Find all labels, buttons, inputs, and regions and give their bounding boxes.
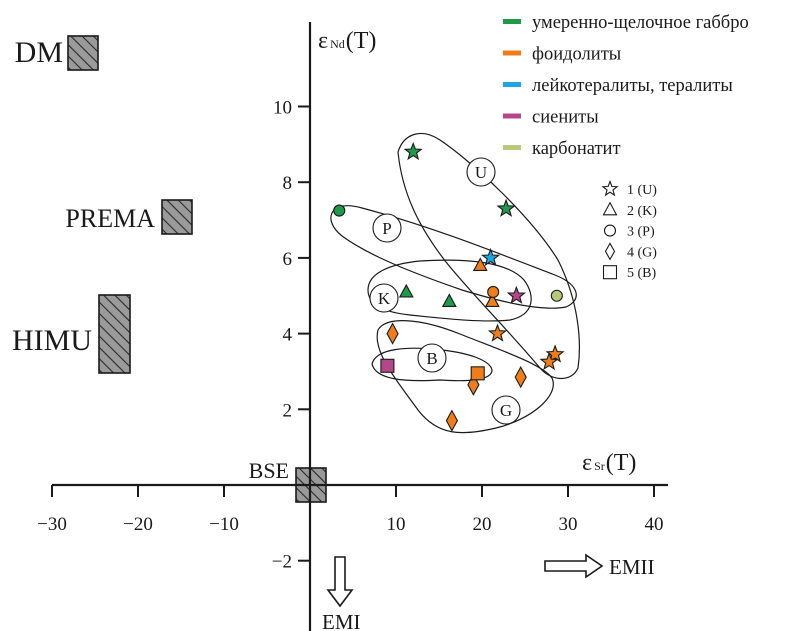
x-axis-label: ε Sr(T) xyxy=(582,450,636,476)
legend-shape-star xyxy=(601,179,619,197)
y-tick-label: 4 xyxy=(283,325,293,346)
legend-shape-triangle xyxy=(602,201,618,216)
group-k-label: K xyxy=(378,289,391,308)
prema-box xyxy=(161,199,193,235)
y-axis-label-symbol: ε xyxy=(318,28,328,54)
group-k-circle xyxy=(369,283,399,313)
data-points xyxy=(333,141,565,432)
legend-shape-label: 4 (G) xyxy=(627,245,657,260)
himu-box xyxy=(98,294,131,374)
triangle-point xyxy=(484,293,500,307)
group-outlines: U P K B G xyxy=(330,132,580,434)
group-g-outline xyxy=(376,320,554,434)
star-point xyxy=(496,198,516,217)
legend-color-swatch xyxy=(503,82,521,87)
y-tick-label: 8 xyxy=(283,173,293,194)
legend-color-swatch xyxy=(503,19,521,24)
circle-point xyxy=(487,285,500,299)
legend-color-swatch xyxy=(503,113,521,119)
triangle-point xyxy=(472,257,488,272)
legend-shape-square xyxy=(602,265,618,280)
group-p-outline xyxy=(330,205,577,309)
prema-label: PREMA xyxy=(65,204,155,233)
x-tick-label: 40 xyxy=(645,514,664,535)
x-axis-label-sub: Sr xyxy=(594,459,605,473)
legend-color-label: лейкотералиты, тералиты xyxy=(532,76,733,96)
star-point xyxy=(545,344,565,363)
group-p-label: P xyxy=(382,219,391,238)
x-axis-label-symbol: ε xyxy=(582,450,592,476)
group-b-label: B xyxy=(426,349,437,368)
group-g-circle xyxy=(491,395,521,425)
y-axis-label: ε Nd(T) xyxy=(318,28,376,54)
diamond-point xyxy=(445,409,459,432)
x-tick-label: 20 xyxy=(473,514,492,535)
x-axis-label-arg: (T) xyxy=(606,450,637,476)
triangle-point xyxy=(441,293,457,307)
star-point xyxy=(487,323,508,342)
dm-box xyxy=(67,35,99,71)
legend-color-label: фоидолиты xyxy=(532,45,621,65)
legend-shape-label: 5 (B) xyxy=(627,266,657,281)
group-b-outline xyxy=(371,347,493,382)
diamond-point xyxy=(514,365,527,389)
star-point xyxy=(506,285,526,304)
dm-label: DM xyxy=(15,36,63,69)
enrichment-arrows: EMI EMII xyxy=(322,553,655,631)
legend-color-label: сиениты xyxy=(532,108,599,128)
star-point xyxy=(481,247,501,267)
square-point xyxy=(470,366,485,381)
legend-color-label: карбонатит xyxy=(532,139,621,159)
y-axis-label-sub: Nd xyxy=(330,37,345,51)
group-u-label: U xyxy=(475,163,487,182)
diamond-point xyxy=(386,322,399,345)
emi-label: EMI xyxy=(322,610,361,631)
emii-label: EMII xyxy=(609,555,655,579)
legend-shape-label: 1 (U) xyxy=(627,183,657,198)
x-tick-label: −10 xyxy=(209,514,239,535)
himu-label: HIMU xyxy=(12,324,92,357)
legend-shape-label: 2 (K) xyxy=(627,204,657,219)
y-tick-label: 10 xyxy=(273,98,292,119)
group-k-outline xyxy=(367,259,532,322)
emi-arrow xyxy=(326,556,354,608)
legend-shape-label: 3 (P) xyxy=(627,225,655,240)
circle-point xyxy=(333,204,346,217)
square-point xyxy=(380,358,395,373)
bse-label: BSE xyxy=(249,458,289,483)
legend-color-swatch xyxy=(503,145,521,150)
group-g-label: G xyxy=(500,401,512,420)
y-tick-label: 2 xyxy=(283,400,293,421)
x-tick-label: −30 xyxy=(37,514,67,535)
y-tick-label: −2 xyxy=(272,552,292,573)
group-p-circle xyxy=(372,213,402,243)
legend-color-label: умеренно-щелочное габбро xyxy=(532,13,749,33)
x-tick-label: 10 xyxy=(387,514,406,535)
y-tick-label: 6 xyxy=(283,249,293,270)
circle-point xyxy=(550,289,563,302)
group-u-circle xyxy=(466,157,496,187)
x-tick-label: 30 xyxy=(559,514,578,535)
legend-color-swatch xyxy=(503,50,521,56)
triangle-point xyxy=(398,283,414,298)
emii-arrow xyxy=(544,553,604,579)
legend-shape-circle xyxy=(603,224,617,237)
y-axis-label-arg: (T) xyxy=(346,28,377,54)
legend-shape-diamond xyxy=(604,242,616,261)
x-tick-label: −20 xyxy=(123,514,153,535)
legend: умеренно-щелочное габбро фоидолиты лейкоте… xyxy=(503,13,749,281)
group-b-circle xyxy=(417,343,447,373)
star-point xyxy=(539,351,559,371)
star-point xyxy=(403,141,423,161)
